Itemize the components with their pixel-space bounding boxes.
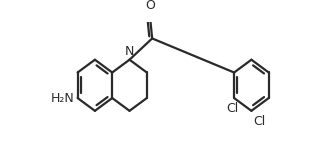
Text: H₂N: H₂N: [51, 92, 75, 105]
Text: O: O: [145, 0, 155, 12]
Text: N: N: [125, 45, 134, 58]
Text: Cl: Cl: [226, 102, 238, 115]
Text: Cl: Cl: [254, 115, 266, 128]
